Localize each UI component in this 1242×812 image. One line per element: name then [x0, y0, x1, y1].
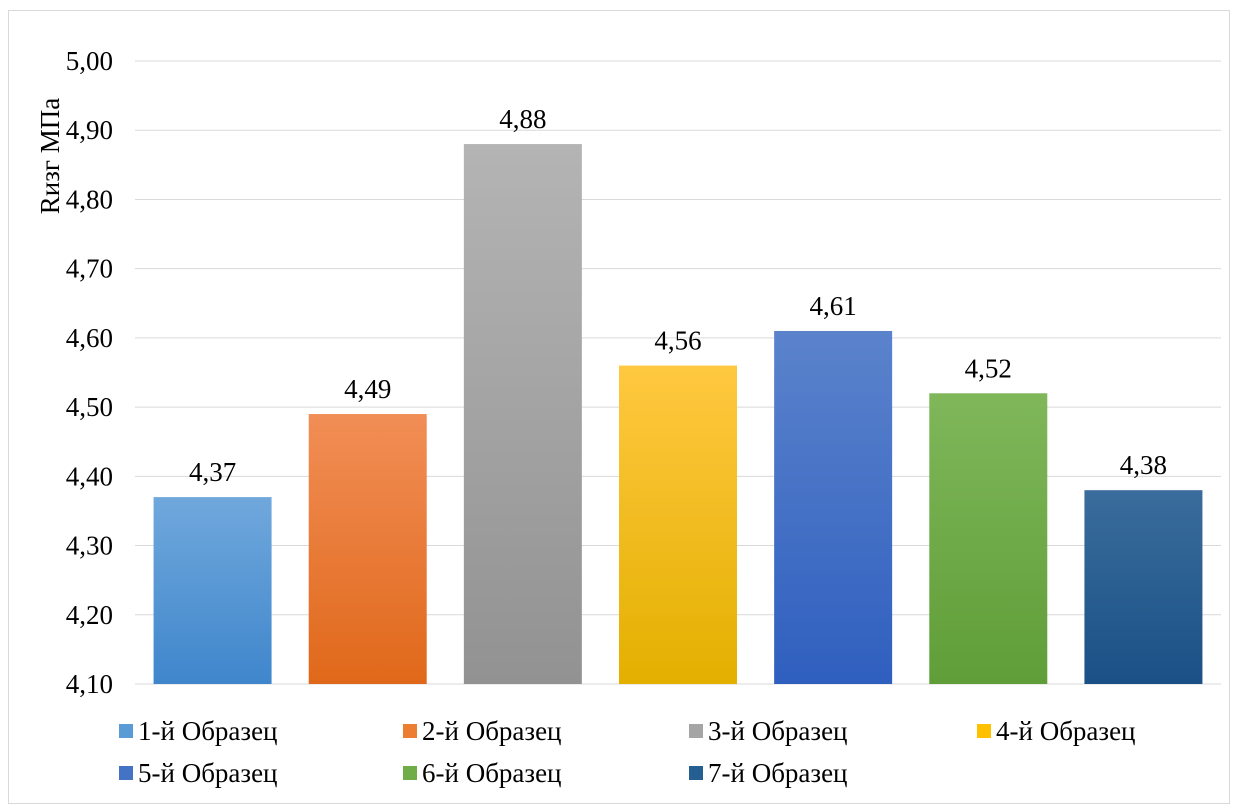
bar-sample-7 [1084, 490, 1203, 684]
legend-swatch [689, 766, 703, 780]
y-tick-label: 4,10 [66, 669, 113, 699]
legend: 1-й Образец 2-й Образец 3-й Образец 4-й Обр… [119, 716, 1136, 788]
y-tick-label: 4,80 [66, 184, 113, 214]
legend-item-6: 6-й Образец [403, 758, 562, 788]
legend-label: 5-й Образец [138, 758, 278, 788]
data-label: 4,38 [1120, 450, 1167, 480]
y-tick-label: 4,70 [66, 254, 113, 284]
bar-sample-4 [619, 365, 737, 684]
y-axis-title: Rизг МПа [35, 98, 65, 214]
legend-swatch [119, 766, 133, 780]
legend-label: 1-й Образец [138, 716, 278, 746]
y-tick-label: 4,20 [66, 600, 113, 630]
chart-frame: 4,10 4,20 4,30 4,40 4,50 4,60 4,70 4,80 4,90 5,00… [8, 10, 1230, 804]
data-label: 4,88 [499, 104, 546, 134]
legend-item-5: 5-й Образец [119, 758, 278, 788]
legend-swatch [403, 766, 417, 780]
legend-swatch [119, 724, 133, 738]
y-tick-label: 4,90 [66, 115, 113, 145]
legend-item-2: 2-й Образец [403, 716, 562, 746]
data-label: 4,49 [344, 374, 391, 404]
data-label: 4,37 [189, 457, 236, 487]
y-tick-label: 4,40 [66, 461, 113, 491]
bar-sample-5 [774, 330, 893, 684]
y-tick-label: 4,30 [66, 531, 113, 561]
bar-chart: 4,10 4,20 4,30 4,40 4,50 4,60 4,70 4,80 4,90 5,00… [35, 46, 1221, 788]
legend-swatch [403, 724, 417, 738]
data-label: 4,61 [810, 291, 857, 321]
y-tick-label: 4,50 [66, 392, 113, 422]
legend-item-4: 4-й Образец [977, 716, 1136, 746]
legend-label: 7-й Образец [708, 758, 848, 788]
data-label: 4,52 [965, 353, 1012, 383]
legend-label: 3-й Образец [708, 716, 848, 746]
data-labels: 4,37 4,49 4,88 4,56 4,61 4,52 4,38 [189, 104, 1167, 487]
bars [153, 144, 1203, 685]
y-tick-label: 5,00 [66, 46, 113, 76]
legend-item-3: 3-й Образец [689, 716, 848, 746]
bar-sample-1 [153, 497, 272, 684]
legend-label: 6-й Образец [422, 758, 562, 788]
legend-item-1: 1-й Образец [119, 716, 278, 746]
legend-label: 4-й Образец [996, 716, 1136, 746]
bar-sample-3 [463, 144, 582, 685]
legend-item-7: 7-й Образец [689, 758, 848, 788]
legend-label: 2-й Образец [422, 716, 562, 746]
data-label: 4,56 [654, 326, 701, 356]
legend-swatch [689, 724, 703, 738]
y-axis-ticks: 4,10 4,20 4,30 4,40 4,50 4,60 4,70 4,80 4,90 5,00 [66, 46, 113, 699]
y-tick-label: 4,60 [66, 323, 113, 353]
legend-swatch [977, 724, 991, 738]
bar-sample-2 [308, 414, 427, 684]
bar-sample-6 [929, 393, 1048, 684]
